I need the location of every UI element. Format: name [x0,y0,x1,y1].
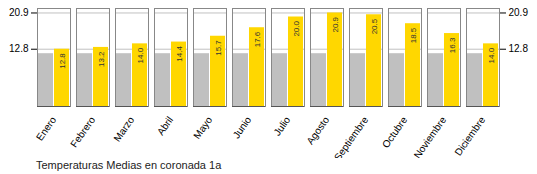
svg-text:16.3: 16.3 [448,37,457,53]
svg-text:Noviembre: Noviembre [412,114,449,158]
svg-text:Enero: Enero [34,114,59,143]
svg-text:Febrero: Febrero [68,114,97,149]
svg-text:Abril: Abril [155,114,175,137]
svg-text:Mayo: Mayo [191,114,214,141]
svg-text:Julio: Julio [271,114,292,138]
svg-text:Diciembre: Diciembre [452,114,487,158]
svg-text:20.9: 20.9 [509,7,529,18]
svg-text:20.0: 20.0 [292,20,301,36]
svg-text:12.8: 12.8 [58,53,67,69]
svg-text:14.0: 14.0 [487,47,496,63]
html-text:Temperaturas Medias en coronad: Temperaturas Medias en coronada 1a [36,159,222,171]
svg-text:Septiembre: Septiembre [332,114,371,158]
svg-text:12.8: 12.8 [9,43,29,54]
svg-text:Agosto: Agosto [304,114,331,146]
svg-text:20.5: 20.5 [370,18,379,34]
svg-text:14.4: 14.4 [175,46,184,62]
svg-text:15.7: 15.7 [214,40,223,56]
svg-text:20.9: 20.9 [331,16,340,32]
svg-text:12.8: 12.8 [509,43,529,54]
svg-text:13.2: 13.2 [97,51,106,67]
svg-text:14.0: 14.0 [136,47,145,63]
svg-text:Octubre: Octubre [380,114,410,150]
svg-text:17.6: 17.6 [253,31,262,47]
svg-text:Junio: Junio [231,114,254,140]
svg-text:Marzo: Marzo [111,114,136,143]
svg-text:18.5: 18.5 [409,27,418,43]
svg-text:20.9: 20.9 [9,7,29,18]
